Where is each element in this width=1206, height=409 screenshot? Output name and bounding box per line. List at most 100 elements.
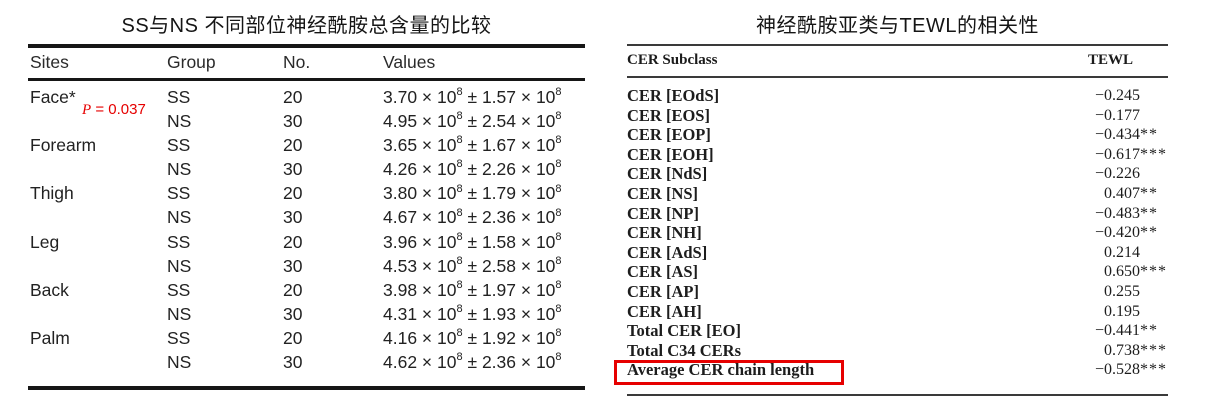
table-row: Forearm SS 20 3.65 × 108 ± 1.67 × 108 bbox=[30, 133, 585, 157]
count-cell: 20 bbox=[283, 231, 303, 252]
table-row: CER [NH] −0.420 ** bbox=[627, 223, 1168, 243]
cer-subclass-cell: CER [EOH] bbox=[627, 144, 714, 164]
column-header-tewl: TEWL bbox=[1087, 52, 1133, 68]
table-row: NS 30 4.95 × 108 ± 2.54 × 108 bbox=[30, 109, 585, 133]
count-cell: 20 bbox=[283, 327, 303, 348]
left-table-body: Face* SS 20 3.70 × 108 ± 1.57 × 108 NS 30 4.95… bbox=[30, 85, 585, 374]
left-table-top-rule bbox=[28, 44, 585, 48]
table-row: CER [NdS] −0.226 bbox=[627, 164, 1168, 184]
tewl-value-cell: 0.214 bbox=[1104, 243, 1140, 261]
count-cell: 20 bbox=[283, 135, 303, 156]
column-header-cer-subclass: CER Subclass bbox=[627, 52, 718, 68]
count-cell: 30 bbox=[283, 255, 303, 276]
significance-stars bbox=[1140, 164, 1168, 184]
column-header-sites: Sites bbox=[30, 52, 69, 72]
right-table-title: 神经酰胺亚类与TEWL的相关性 bbox=[755, 15, 1040, 37]
cer-subclass-cell: CER [EOS] bbox=[627, 105, 710, 125]
table-row: Average CER chain length −0.528 *** bbox=[627, 360, 1168, 380]
table-row: CER [EOdS] −0.245 bbox=[627, 86, 1168, 106]
tewl-value-cell: −0.441 bbox=[1094, 322, 1140, 340]
column-header-values: Values bbox=[383, 52, 436, 72]
count-cell: 30 bbox=[283, 207, 303, 228]
table-row: Thigh SS 20 3.80 × 108 ± 1.79 × 108 bbox=[30, 181, 585, 205]
tewl-value-cell: 0.255 bbox=[1104, 282, 1140, 300]
table-row: CER [AS] 0.650 *** bbox=[627, 262, 1168, 282]
count-cell: 30 bbox=[283, 352, 303, 373]
value-cell: 4.67 × 108 ± 2.36 × 108 bbox=[383, 206, 562, 228]
table-row: Palm SS 20 4.16 × 108 ± 1.92 × 108 bbox=[30, 326, 585, 350]
right-table-body: CER [EOdS] −0.245 CER [EOS] −0.177 CER [EOP]… bbox=[627, 86, 1168, 380]
significance-stars: ** bbox=[1140, 184, 1158, 202]
group-cell: NS bbox=[167, 255, 192, 276]
cer-subclass-cell: CER [NdS] bbox=[627, 164, 708, 184]
tewl-value-cell: −0.528 bbox=[1094, 361, 1140, 379]
count-cell: 20 bbox=[283, 87, 303, 107]
site-cell bbox=[30, 254, 167, 278]
table-row: Total C34 CERs 0.738 *** bbox=[627, 341, 1168, 361]
cer-subclass-cell: Average CER chain length bbox=[627, 360, 815, 380]
left-table-title: SS与NS 不同部位神经酰胺总含量的比较 bbox=[121, 15, 492, 37]
site-cell bbox=[30, 350, 167, 374]
tewl-value-cell: −0.177 bbox=[1094, 106, 1140, 124]
column-header-group: Group bbox=[167, 52, 216, 72]
site-cell: Leg bbox=[30, 231, 60, 252]
cer-subclass-cell: CER [NH] bbox=[627, 223, 702, 243]
tewl-value-cell: 0.738 bbox=[1104, 341, 1140, 359]
cer-subclass-cell: CER [AdS] bbox=[627, 242, 708, 262]
table-row: CER [AP] 0.255 bbox=[627, 282, 1168, 302]
left-table-header-row: Sites Group No. Values bbox=[30, 52, 585, 73]
significance-stars: *** bbox=[1140, 361, 1167, 379]
cer-subclass-cell: Total C34 CERs bbox=[627, 340, 741, 360]
cer-subclass-cell: CER [EOP] bbox=[627, 125, 711, 145]
count-cell: 30 bbox=[283, 159, 303, 180]
significance-stars: ** bbox=[1140, 204, 1158, 222]
table-row: NS 30 4.67 × 108 ± 2.36 × 108 bbox=[30, 205, 585, 229]
tewl-value-cell: −0.483 bbox=[1094, 204, 1140, 222]
left-table-header-rule bbox=[28, 78, 585, 81]
significance-stars: ** bbox=[1140, 126, 1158, 144]
value-cell: 3.96 × 108 ± 1.58 × 108 bbox=[383, 230, 562, 252]
count-cell: 20 bbox=[283, 183, 303, 204]
value-cell: 3.98 × 108 ± 1.97 × 108 bbox=[383, 278, 562, 300]
cer-subclass-cell: CER [AH] bbox=[627, 301, 702, 321]
right-table-top-rule bbox=[627, 44, 1168, 46]
group-cell: NS bbox=[167, 303, 192, 324]
value-cell: 4.16 × 108 ± 1.92 × 108 bbox=[383, 327, 562, 348]
value-cell: 3.65 × 108 ± 1.67 × 108 bbox=[383, 134, 562, 156]
count-cell: 30 bbox=[283, 303, 303, 324]
group-cell: NS bbox=[167, 207, 192, 228]
group-cell: SS bbox=[167, 231, 191, 252]
table-row: NS 30 4.26 × 108 ± 2.26 × 108 bbox=[30, 157, 585, 181]
value-cell: 4.53 × 108 ± 2.58 × 108 bbox=[383, 254, 562, 276]
group-cell: NS bbox=[167, 111, 192, 132]
table-row: CER [EOH] −0.617 *** bbox=[627, 145, 1168, 165]
cer-subclass-cell: CER [NP] bbox=[627, 203, 699, 223]
table-row: CER [NS] 0.407 ** bbox=[627, 184, 1168, 204]
tewl-value-cell: 0.650 bbox=[1104, 263, 1140, 281]
right-table-bottom-rule bbox=[627, 394, 1168, 396]
value-cell: 3.80 × 108 ± 1.79 × 108 bbox=[383, 182, 562, 204]
p-value-text: = 0.037 bbox=[91, 101, 146, 118]
table-row: NS 30 4.53 × 108 ± 2.58 × 108 bbox=[30, 254, 585, 278]
tewl-value-cell: 0.407 bbox=[1104, 184, 1140, 202]
cer-subclass-cell: CER [AS] bbox=[627, 262, 699, 282]
left-table-bottom-rule bbox=[28, 386, 585, 390]
significance-stars bbox=[1140, 106, 1168, 126]
table-row: Leg SS 20 3.96 × 108 ± 1.58 × 108 bbox=[30, 230, 585, 254]
significance-stars: *** bbox=[1140, 145, 1167, 163]
right-table-header-row: CER Subclass TEWL bbox=[627, 52, 1168, 69]
table-row: NS 30 4.62 × 108 ± 2.36 × 108 bbox=[30, 350, 585, 374]
significance-stars: ** bbox=[1140, 224, 1158, 242]
table-row: CER [EOS] −0.177 bbox=[627, 106, 1168, 126]
significance-stars: *** bbox=[1140, 341, 1167, 359]
cer-subclass-cell: CER [AP] bbox=[627, 281, 699, 301]
p-symbol: P bbox=[82, 102, 92, 118]
tewl-value-cell: −0.434 bbox=[1094, 126, 1140, 144]
table-row: CER [NP] −0.483 ** bbox=[627, 204, 1168, 224]
table-row: Total CER [EO] −0.441 ** bbox=[627, 321, 1168, 341]
cer-subclass-cell: CER [EOdS] bbox=[627, 86, 720, 105]
left-table: SS与NS 不同部位神经酰胺总含量的比较 Sites Group No. Val… bbox=[28, 0, 585, 409]
value-cell: 4.26 × 108 ± 2.26 × 108 bbox=[383, 158, 562, 180]
group-cell: SS bbox=[167, 135, 191, 156]
